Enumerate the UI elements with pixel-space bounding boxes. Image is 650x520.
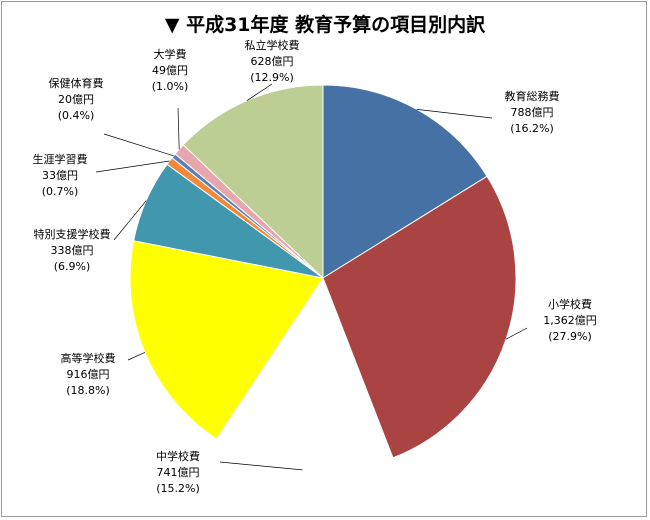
slice-percent-label: (6.9%): [54, 260, 91, 273]
slice-value-label: 916億円: [67, 368, 110, 381]
leader-line: [416, 109, 493, 119]
slice-name-label: 教育総務費: [505, 89, 560, 103]
pie-slice: [129, 240, 324, 440]
slice-percent-label: (12.9%): [250, 71, 294, 84]
slice-name-label: 保健体育費: [49, 76, 104, 90]
leader-line: [113, 200, 147, 241]
slice-value-label: 741億円: [157, 466, 200, 479]
slice-percent-label: (0.7%): [42, 185, 79, 198]
leader-line: [246, 83, 273, 101]
slice-percent-label: (27.9%): [548, 330, 592, 343]
chart-title: ▼ 平成31年度 教育予算の項目別内訳: [164, 14, 486, 36]
slice-name-label: 生涯学習費: [33, 152, 88, 166]
slice-name-label: 大学費: [154, 47, 187, 61]
leader-line: [505, 327, 528, 340]
slice-value-label: 33億円: [42, 169, 78, 182]
slice-percent-label: (18.8%): [66, 384, 110, 397]
slice-name-label: 小学校費: [548, 297, 592, 311]
leader-line: [95, 160, 170, 173]
leader-line: [219, 461, 303, 471]
slice-value-label: 49億円: [152, 64, 188, 77]
slice-percent-label: (1.0%): [152, 80, 189, 93]
slice-percent-label: (16.2%): [510, 122, 554, 135]
leader-line: [103, 133, 174, 157]
slice-name-label: 中学校費: [156, 449, 200, 463]
leader-line: [127, 352, 146, 361]
slice-value-label: 20億円: [58, 93, 94, 106]
slice-name-label: 特別支援学校費: [34, 227, 111, 241]
slice-value-label: 788億円: [511, 106, 554, 119]
slice-value-label: 628億円: [251, 55, 294, 68]
slice-percent-label: (0.4%): [58, 109, 95, 122]
slice-name-label: 高等学校費: [61, 351, 116, 365]
slice-value-label: 1,362億円: [543, 314, 597, 327]
slice-value-label: 338億円: [51, 244, 94, 257]
leader-line: [177, 107, 180, 150]
slice-name-label: 私立学校費: [245, 38, 300, 52]
slice-percent-label: (15.2%): [156, 482, 200, 495]
